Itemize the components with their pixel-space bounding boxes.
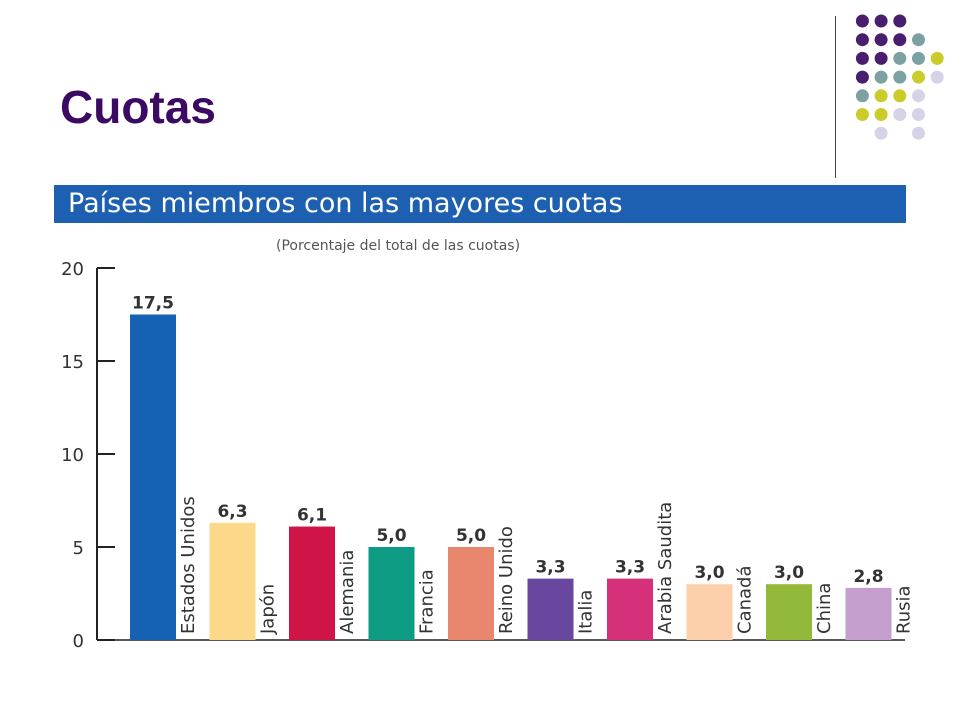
data-label: 3,0 bbox=[694, 563, 724, 583]
bar bbox=[527, 578, 574, 640]
decorative-dot bbox=[855, 70, 869, 84]
divider-line bbox=[835, 16, 836, 178]
category-label: Arabia Saudita bbox=[655, 502, 676, 634]
data-label: 2,8 bbox=[853, 567, 883, 587]
decorative-dot bbox=[912, 126, 925, 140]
bar bbox=[130, 314, 176, 640]
decorative-dot bbox=[893, 89, 907, 103]
decorative-dot-grid bbox=[855, 14, 944, 140]
data-label: 5,0 bbox=[376, 526, 406, 546]
decorative-dot bbox=[874, 70, 888, 84]
category-label: Japón bbox=[258, 584, 279, 635]
category-label: Estados Unidos bbox=[178, 496, 199, 634]
decorative-dot bbox=[855, 14, 869, 28]
decorative-dot bbox=[893, 51, 907, 65]
category-label: Alemania bbox=[337, 550, 358, 634]
y-tick-label: 20 bbox=[61, 259, 84, 280]
category-label: Reino Unido bbox=[496, 526, 517, 634]
category-label: China bbox=[814, 583, 835, 634]
decorative-dot bbox=[893, 70, 907, 84]
category-label: Italia bbox=[576, 590, 597, 634]
bar bbox=[607, 578, 653, 640]
y-tick-label: 15 bbox=[61, 352, 84, 373]
chart-title-banner: Países miembros con las mayores cuotas bbox=[54, 185, 906, 223]
bar bbox=[845, 587, 892, 640]
y-tick-label: 10 bbox=[61, 445, 84, 466]
bar bbox=[209, 522, 256, 640]
y-tick-label: 0 bbox=[73, 631, 84, 652]
bar bbox=[368, 547, 415, 640]
data-label: 17,5 bbox=[132, 294, 174, 314]
data-label: 6,1 bbox=[297, 506, 327, 526]
decorative-dot bbox=[874, 33, 888, 47]
y-tick-label: 5 bbox=[73, 538, 84, 559]
decorative-dot bbox=[912, 70, 925, 84]
chart-subtitle: (Porcentaje del total de las cuotas) bbox=[276, 238, 521, 254]
data-label: 6,3 bbox=[217, 502, 247, 522]
bar bbox=[766, 584, 812, 640]
decorative-dot bbox=[855, 33, 869, 47]
decorative-dot bbox=[874, 51, 888, 65]
data-label: 3,3 bbox=[615, 558, 645, 578]
decorative-dot bbox=[874, 14, 888, 28]
decorative-dot bbox=[855, 108, 869, 121]
bar bbox=[686, 584, 733, 640]
category-label: Francia bbox=[417, 569, 438, 634]
decorative-dot bbox=[912, 51, 925, 65]
decorative-dot bbox=[874, 108, 888, 121]
data-label: 3,0 bbox=[774, 563, 804, 583]
decorative-dot bbox=[930, 51, 944, 65]
decorative-dot bbox=[930, 70, 944, 84]
bar bbox=[289, 526, 335, 640]
slide-title: Cuotas bbox=[60, 81, 216, 133]
decorative-dot bbox=[874, 89, 888, 103]
data-label: 3,3 bbox=[535, 558, 565, 578]
decorative-dot bbox=[912, 89, 925, 103]
decorative-dot bbox=[893, 33, 907, 47]
decorative-dot bbox=[855, 51, 869, 65]
decorative-dot bbox=[912, 33, 925, 47]
decorative-dot bbox=[912, 108, 925, 121]
decorative-dot bbox=[893, 14, 907, 28]
category-label: Canadá bbox=[735, 566, 756, 635]
decorative-dot bbox=[874, 126, 888, 140]
decorative-dot bbox=[855, 89, 869, 103]
data-label: 5,0 bbox=[456, 526, 486, 546]
decorative-dot bbox=[893, 108, 907, 121]
category-label: Rusia bbox=[894, 585, 915, 634]
bar bbox=[448, 547, 494, 640]
